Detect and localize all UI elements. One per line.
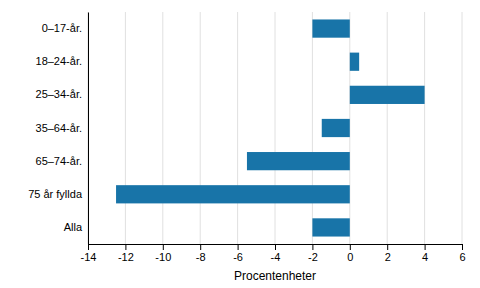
chart-svg: -14 -12 -10 -8 -6 -4 -2 0 2 4 6 0–17-år. 18–24-år. 25…: [0, 0, 480, 288]
tick-label: 75 år fyllda: [28, 188, 83, 200]
x-tick: -12: [118, 244, 134, 263]
x-tick: 4: [422, 244, 428, 263]
x-tick: -8: [196, 244, 206, 263]
y-tick: 35–64-år.: [36, 122, 88, 134]
y-tick: Alla: [64, 221, 88, 233]
grid-line: [275, 12, 276, 244]
y-tick: 0–17-år.: [42, 22, 88, 34]
grid-line: [88, 12, 89, 244]
bar: [312, 19, 349, 37]
tick-label: -12: [118, 251, 134, 263]
y-tick: 65–74-år.: [36, 155, 88, 167]
bar: [312, 218, 349, 236]
chart-container: -14 -12 -10 -8 -6 -4 -2 0 2 4 6 0–17-år. 18–24-år. 25…: [0, 0, 480, 288]
bar: [350, 86, 425, 104]
tick-mark: [88, 244, 89, 250]
tick-mark: [163, 244, 164, 250]
grid-line: [125, 12, 126, 244]
tick-mark: [425, 244, 426, 250]
grid: [88, 12, 462, 244]
background: [0, 0, 480, 288]
bar: [350, 53, 359, 71]
x-axis: -14 -12 -10 -8 -6 -4 -2 0 2 4 6: [81, 244, 466, 263]
y-tick: 75 år fyllda: [28, 188, 88, 200]
tick-label: 65–74-år.: [36, 155, 82, 167]
grid-line: [162, 12, 163, 244]
y-tick: 25–34-år.: [36, 88, 88, 100]
bar: [247, 152, 350, 170]
y-axis: 0–17-år. 18–24-år. 25–34-år. 35–64-år. 65–74…: [28, 13, 88, 245]
axis-title: Procentenheter: [234, 269, 316, 283]
tick-label: 0–17-år.: [42, 22, 82, 34]
tick-label: -10: [155, 251, 171, 263]
bar: [116, 185, 350, 203]
x-tick: 0: [347, 244, 353, 263]
x-tick: 2: [385, 244, 391, 263]
grid-line: [200, 12, 201, 244]
tick-label: 2: [385, 251, 391, 263]
grid-line: [237, 12, 238, 244]
y-tick: 18–24-år.: [36, 55, 88, 67]
bars: [116, 19, 425, 236]
tick-mark: [125, 244, 126, 250]
tick-label: 4: [422, 251, 428, 263]
grid-line: [424, 12, 425, 244]
tick-label: 18–24-år.: [36, 55, 82, 67]
grid-line: [387, 12, 388, 244]
tick-label: -14: [81, 251, 97, 263]
grid-line: [312, 12, 313, 244]
x-tick: -2: [308, 244, 318, 263]
tick-label: -8: [196, 251, 206, 263]
tick-mark: [312, 244, 313, 250]
tick-mark: [200, 244, 201, 250]
axis-line: [89, 245, 463, 251]
tick-label: -6: [233, 251, 243, 263]
tick-label: 0: [347, 251, 353, 263]
x-tick: -4: [271, 244, 281, 263]
tick-mark: [350, 244, 351, 250]
tick-mark: [275, 244, 276, 250]
grid-line: [462, 12, 463, 244]
x-tick: -10: [155, 244, 171, 263]
plot-area: -14 -12 -10 -8 -6 -4 -2 0 2 4 6 0–17-år. 18–24-år. 25…: [28, 12, 465, 263]
tick-mark: [387, 244, 388, 250]
x-tick: 6: [459, 244, 465, 263]
tick-mark: [238, 244, 239, 250]
tick-label: -4: [271, 251, 281, 263]
tick-label: 35–64-år.: [36, 122, 82, 134]
tick-label: Alla: [64, 221, 83, 233]
x-tick: -14: [81, 244, 97, 263]
bar: [322, 119, 350, 137]
tick-label: 6: [459, 251, 465, 263]
axis-line: [88, 13, 89, 245]
tick-label: 25–34-år.: [36, 88, 82, 100]
tick-label: -2: [308, 251, 318, 263]
x-tick: -6: [233, 244, 243, 263]
tick-mark: [462, 244, 463, 250]
